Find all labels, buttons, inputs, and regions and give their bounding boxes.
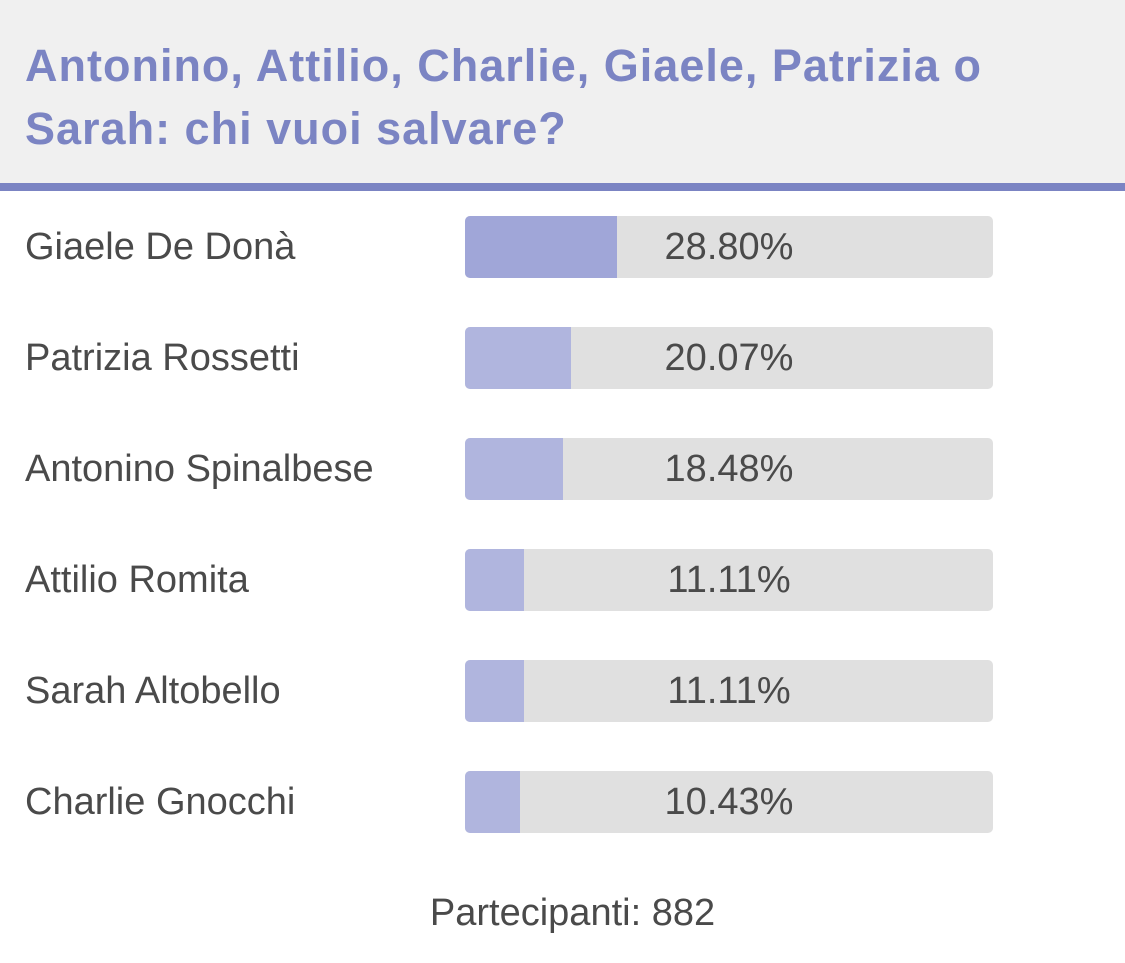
option-percent: 11.11%	[667, 670, 791, 712]
result-bar-fill	[465, 438, 563, 500]
result-bar[interactable]: 10.43%	[465, 771, 993, 833]
option-percent: 20.07%	[664, 337, 794, 379]
option-name: Attilio Romita	[25, 559, 249, 601]
poll-question: Antonino, Attilio, Charlie, Giaele, Patr…	[25, 40, 982, 154]
option-name: Charlie Gnocchi	[25, 781, 296, 823]
option-percent: 10.43%	[664, 781, 794, 823]
option-percent: 11.11%	[667, 559, 791, 601]
option-name: Sarah Altobello	[25, 670, 281, 712]
poll-header: Antonino, Attilio, Charlie, Giaele, Patr…	[0, 0, 1125, 183]
option-percent: 18.48%	[664, 448, 794, 490]
option-name: Giaele De Donà	[25, 226, 296, 268]
option-percent: 28.80%	[664, 226, 794, 268]
result-bar[interactable]: 18.48%	[465, 438, 993, 500]
result-bar[interactable]: 11.11%	[465, 549, 993, 611]
poll-option[interactable]: Charlie Gnocchi 10.43%	[0, 771, 1125, 833]
option-name: Patrizia Rossetti	[25, 337, 300, 379]
participants-count: Partecipanti: 882	[429, 892, 716, 934]
header-divider	[0, 183, 1125, 191]
result-bar[interactable]: 28.80%	[465, 216, 993, 278]
result-bar-fill	[465, 660, 524, 722]
poll-option[interactable]: Antonino Spinalbese 18.48%	[0, 438, 1125, 500]
result-bar-fill	[465, 549, 524, 611]
poll-option[interactable]: Sarah Altobello 11.11%	[0, 660, 1125, 722]
result-bar-fill	[465, 327, 571, 389]
poll-option[interactable]: Attilio Romita 11.11%	[0, 549, 1125, 611]
result-bar[interactable]: 11.11%	[465, 660, 993, 722]
poll-option[interactable]: Patrizia Rossetti 20.07%	[0, 327, 1125, 389]
poll-option[interactable]: Giaele De Donà 28.80%	[0, 216, 1125, 278]
option-name: Antonino Spinalbese	[25, 448, 374, 490]
result-bar-fill	[465, 771, 520, 833]
result-bar[interactable]: 20.07%	[465, 327, 993, 389]
result-bar-fill	[465, 216, 617, 278]
